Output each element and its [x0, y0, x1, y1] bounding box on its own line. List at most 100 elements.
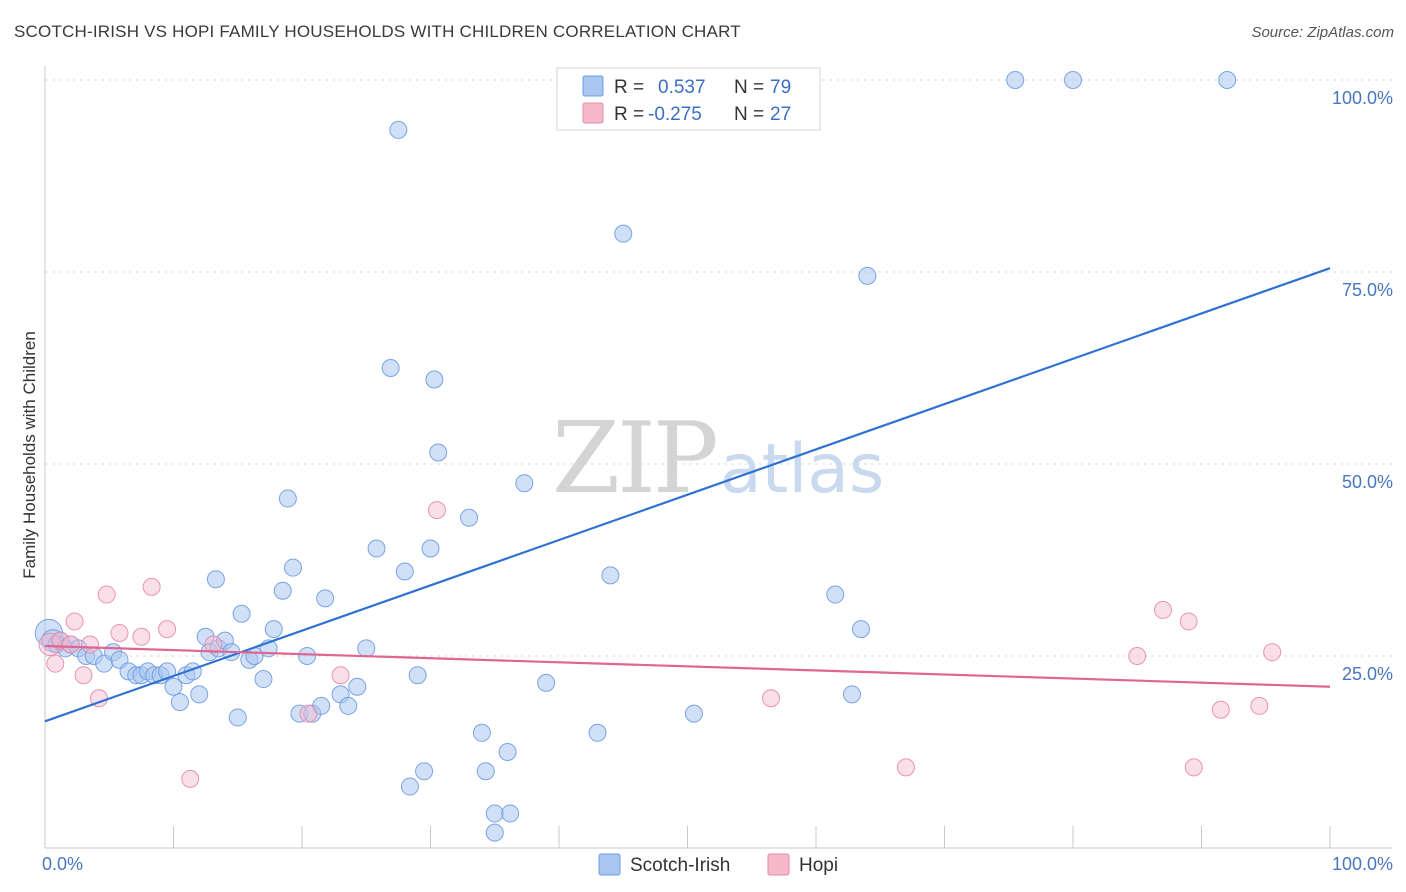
hopi-point — [299, 704, 318, 723]
correlation-legend: R = 0.537 N = 79 R = -0.275 N = 27 — [556, 67, 821, 131]
scotch-irish-point — [1064, 71, 1082, 89]
legend-swatch-scotch-irish — [582, 75, 604, 97]
series-legend-label-scotch-irish: Scotch-Irish — [630, 855, 730, 876]
series-legend-swatch-hopi — [767, 853, 790, 876]
scotch-irish-point — [228, 708, 247, 727]
x-tick-label-min: 0.0% — [42, 854, 83, 874]
y-tick-label: 75.0% — [1342, 280, 1393, 300]
hopi-point — [896, 758, 915, 777]
hopi-point — [38, 632, 62, 657]
scotch-irish-point — [485, 804, 504, 823]
scotch-irish-point — [298, 647, 317, 665]
series-legend: Scotch-Irish Hopi — [598, 853, 838, 876]
scotch-irish-point — [1218, 71, 1237, 89]
grid-lines — [45, 79, 1392, 657]
y-tick-label: 100.0% — [1332, 88, 1393, 108]
scotch-irish-point — [408, 666, 427, 685]
hopi-point — [181, 769, 200, 788]
y-tick-label: 50.0% — [1342, 472, 1393, 492]
legend-r-value-1: 0.537 — [658, 77, 706, 98]
y-tick-labels: 25.0% 50.0% 75.0% 100.0% — [1332, 88, 1393, 684]
scotch-irish-point — [339, 696, 358, 715]
scotch-irish-point — [684, 704, 703, 723]
scotch-irish-point — [357, 639, 376, 658]
scotch-irish-point — [1006, 71, 1025, 89]
legend-n-value-2: 27 — [770, 104, 791, 125]
hopi-point — [1184, 758, 1203, 777]
scotch-irish-point — [190, 685, 209, 704]
scotch-irish-point — [537, 673, 556, 692]
source-label: Source: ZipAtlas.com — [1251, 24, 1394, 41]
series-scotch-irish-points — [34, 71, 1237, 842]
scotch-irish-point — [316, 589, 335, 608]
scotch-irish-point — [415, 762, 434, 781]
scotch-irish-point — [460, 508, 479, 527]
hopi-point — [762, 689, 781, 708]
hopi-point — [1128, 647, 1147, 665]
scotch-irish-point — [421, 539, 440, 558]
scotch-irish-point — [284, 558, 303, 577]
trend-lines — [44, 267, 1331, 723]
scotch-irish-point — [826, 585, 845, 604]
scotch-irish-point — [164, 677, 183, 696]
hopi-point — [158, 620, 177, 639]
scotch-irish-point — [348, 677, 367, 696]
watermark: ZIP atlas — [552, 402, 884, 516]
hopi-point — [1211, 700, 1230, 719]
scotch-irish-point — [389, 120, 408, 139]
scotch-irish-point — [278, 489, 297, 508]
x-tick-labels: 0.0% 100.0% — [42, 854, 1393, 874]
series-legend-swatch-scotch-irish — [598, 853, 621, 876]
hopi-point — [1179, 612, 1198, 631]
scotch-irish-point — [381, 359, 400, 377]
legend-n-label-1: N = — [734, 77, 764, 98]
legend-r-value-2: -0.275 — [648, 104, 702, 125]
hopi-point — [204, 635, 223, 654]
watermark-atlas: atlas — [720, 430, 884, 509]
legend-r-label-1: R = — [614, 77, 644, 98]
scotch-irish-point — [254, 670, 273, 689]
scotch-irish-point — [515, 474, 534, 493]
y-axis-label: Family Households with Children — [20, 331, 39, 579]
scotch-irish-point — [588, 723, 607, 742]
scotch-irish-point — [476, 762, 495, 781]
hopi-point — [142, 577, 161, 596]
watermark-zip: ZIP — [552, 402, 716, 516]
hopi-point — [80, 635, 99, 654]
series-legend-label-hopi: Hopi — [799, 855, 838, 876]
scotch-irish-point — [501, 804, 520, 823]
chart-title: SCOTCH-IRISH VS HOPI FAMILY HOUSEHOLDS W… — [14, 22, 741, 41]
hopi-point — [46, 654, 65, 673]
scotch-irish-point — [170, 693, 189, 712]
scotch-irish-point — [601, 566, 620, 585]
axes — [44, 66, 1392, 849]
scotch-irish-point — [425, 370, 444, 389]
legend-r-label-2: R = — [614, 104, 644, 125]
hopi-point — [1263, 643, 1282, 662]
y-tick-label: 25.0% — [1342, 664, 1393, 684]
hopi-point — [65, 612, 84, 631]
hopi-point — [97, 585, 116, 604]
scotch-irish-point — [395, 562, 414, 581]
scotch-irish-point — [472, 723, 491, 742]
scotch-irish-point — [264, 620, 283, 639]
hopi-point — [331, 666, 350, 685]
hopi-point — [132, 627, 151, 646]
series-hopi-points — [38, 501, 1282, 788]
legend-n-value-1: 79 — [770, 77, 791, 98]
x-tick-label-max: 100.0% — [1332, 854, 1393, 874]
scotch-irish-point — [858, 266, 877, 285]
scotch-irish-point — [851, 620, 870, 639]
hopi-trend-line — [44, 644, 1331, 688]
hopi-point — [427, 501, 446, 520]
legend-swatch-hopi — [582, 102, 604, 124]
scotch-irish-point — [842, 685, 861, 704]
legend-n-label-2: N = — [734, 104, 764, 125]
hopi-point — [110, 623, 129, 642]
hopi-point — [1250, 696, 1269, 715]
hopi-point — [74, 666, 93, 685]
scotch-irish-point — [498, 743, 517, 761]
scotch-irish-point — [429, 443, 448, 462]
scotch-irish-point — [367, 539, 386, 558]
